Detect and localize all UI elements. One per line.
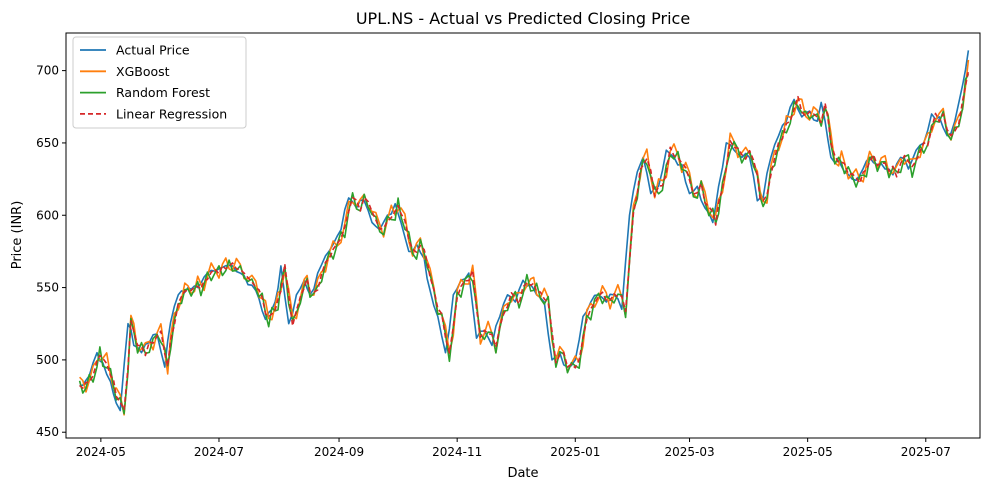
legend-label: Actual Price: [116, 43, 190, 58]
x-axis-label: Date: [507, 466, 538, 481]
x-tick-label: 2025-03: [664, 445, 714, 459]
y-tick-label: 600: [36, 208, 59, 222]
x-tick-label: 2024-11: [432, 445, 482, 459]
series-line-linear-regression: [79, 71, 970, 411]
legend: Actual Price XGBoost Random Forest Linear R…: [72, 36, 247, 129]
legend-label: Random Forest: [116, 85, 210, 100]
x-tick-label: 2025-05: [783, 445, 833, 459]
y-tick-label: 550: [36, 281, 59, 295]
y-tick-label: 450: [36, 425, 59, 439]
x-tick-label: 2024-09: [314, 445, 364, 459]
y-tick-label: 500: [36, 353, 59, 367]
chart-title: UPL.NS - Actual vs Predicted Closing Pri…: [356, 9, 690, 28]
y-axis-label: Price (INR): [10, 201, 25, 270]
x-tick-label: 2025-07: [901, 445, 951, 459]
legend-box: [72, 36, 247, 129]
x-axis: 2024-05 2024-07 2024-09 2024-11 2025-01 2025-…: [76, 438, 951, 459]
y-tick-label: 700: [36, 64, 59, 78]
y-axis: 450 500 550 600 650 700: [36, 64, 66, 439]
x-tick-label: 2024-05: [76, 445, 126, 459]
series-layer: [78, 50, 970, 416]
legend-label: Linear Regression: [116, 106, 227, 121]
y-tick-label: 650: [36, 136, 59, 150]
x-tick-label: 2025-01: [550, 445, 600, 459]
legend-label: XGBoost: [116, 64, 170, 79]
plot-frame: [65, 32, 981, 439]
x-tick-label: 2024-07: [194, 445, 244, 459]
